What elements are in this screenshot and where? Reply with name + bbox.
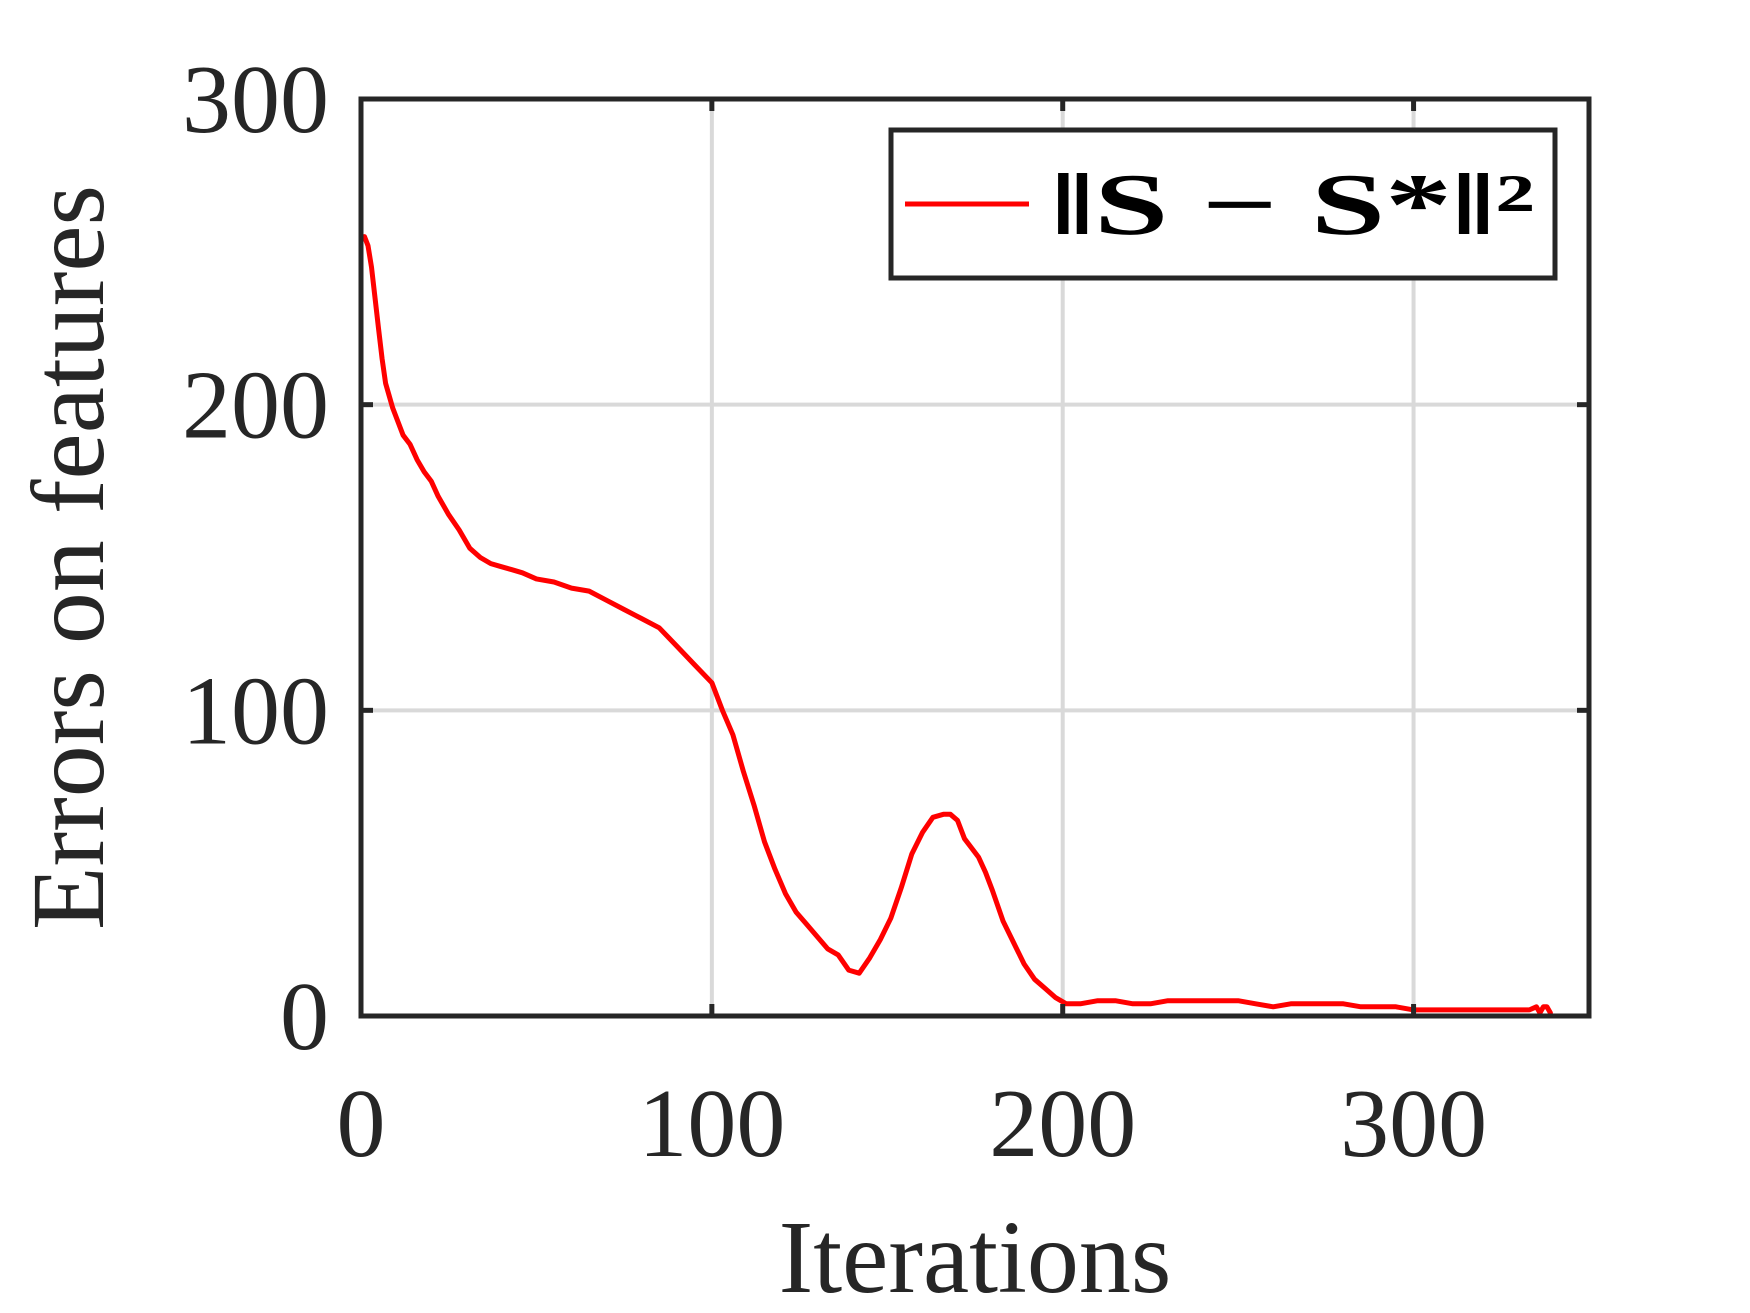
- y-tick-label-200: 200: [182, 352, 329, 460]
- y-tick-label-100: 100: [182, 657, 329, 765]
- x-tick-label-100: 100: [638, 1070, 785, 1178]
- axis-ticks: [358, 96, 1589, 1019]
- x-tick-label-0: 0: [337, 1070, 386, 1178]
- plot-frame: [358, 96, 1592, 1019]
- legend: ‖S − S*‖²: [888, 127, 1558, 281]
- series-layer: [362, 234, 1553, 1016]
- series-line-0: [362, 234, 1553, 1016]
- x-axis-label: Iterations: [779, 1200, 1172, 1313]
- x-tick-label-200: 200: [989, 1070, 1136, 1178]
- y-tick-label-0: 0: [280, 963, 329, 1071]
- x-tick-labels: 0 100 200 300: [337, 1070, 1488, 1178]
- y-tick-labels: 0 100 200 300: [182, 46, 329, 1071]
- x-tick-label-300: 300: [1340, 1070, 1487, 1178]
- y-axis-label: Errors on features: [11, 185, 126, 930]
- y-tick-label-300: 300: [182, 46, 329, 154]
- legend-entry-label: ‖S − S*‖²: [1051, 157, 1535, 254]
